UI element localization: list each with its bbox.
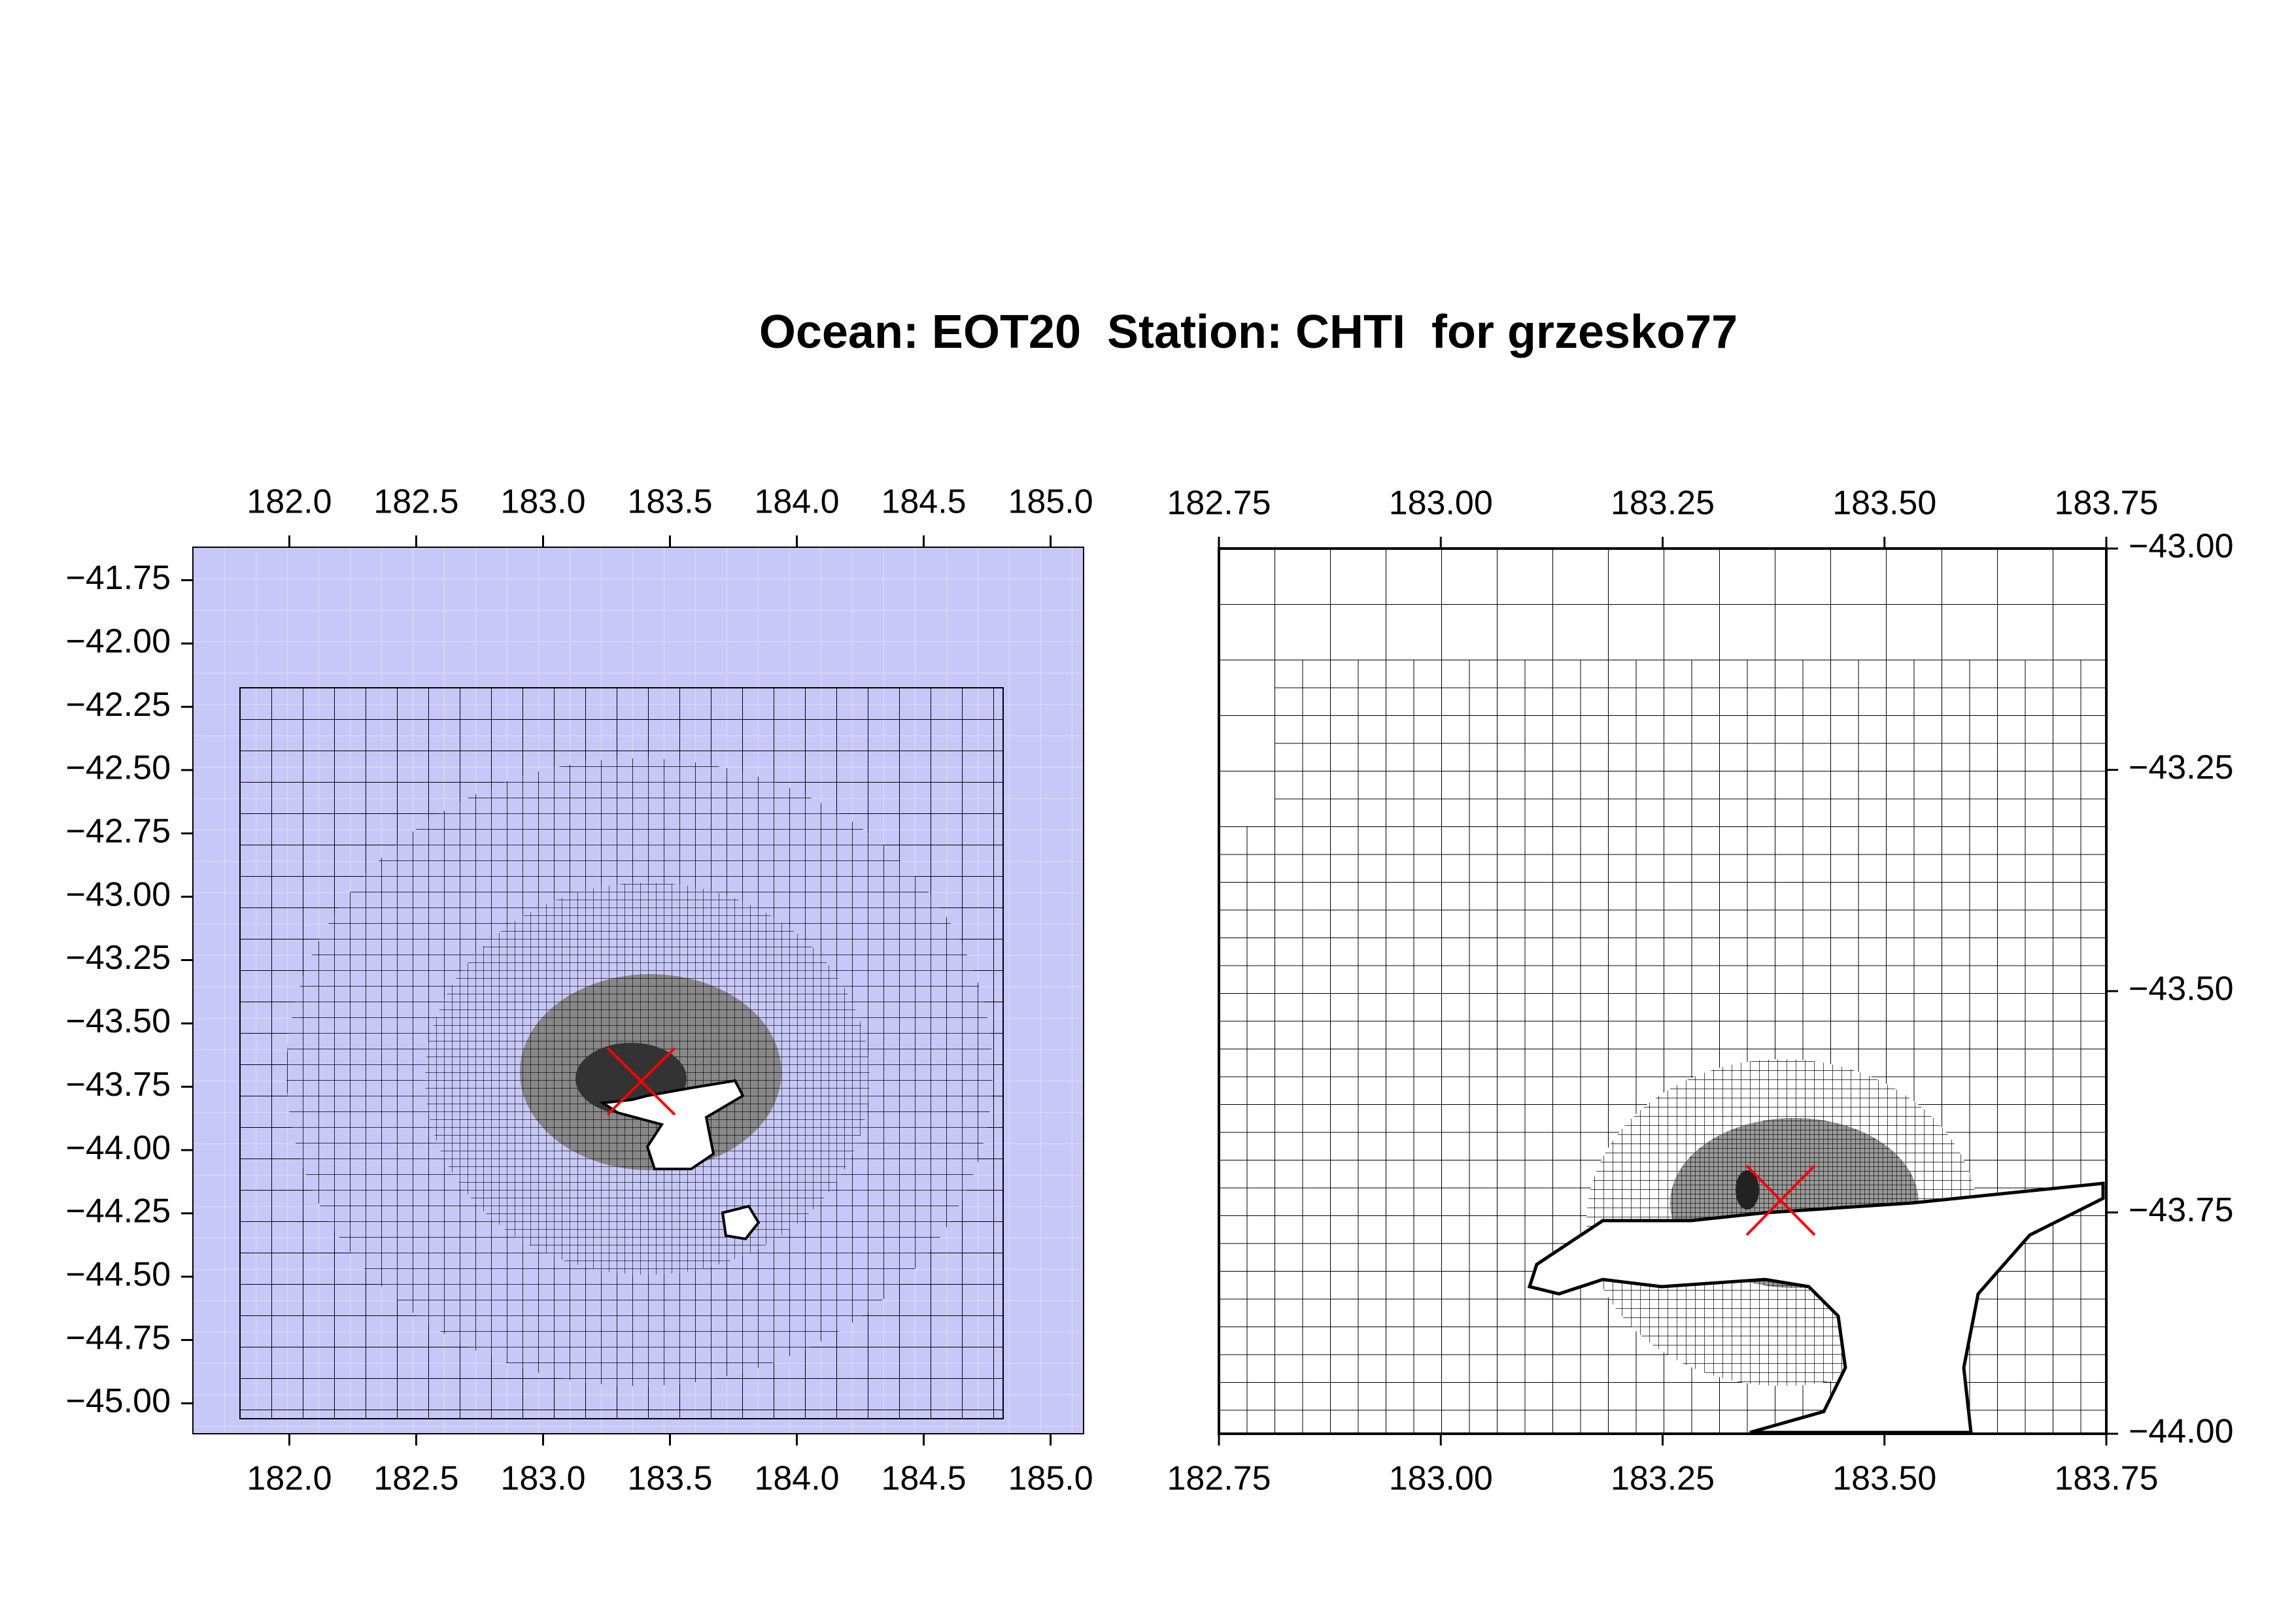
x-tick-label: 182.0 (247, 1460, 332, 1498)
x-tick-label: 183.25 (1611, 484, 1715, 522)
y-tick-label: −42.00 (66, 622, 171, 660)
x-tick-label: 183.75 (2054, 1460, 2158, 1498)
islet (721, 1204, 761, 1241)
x-tick-label: 183.50 (1832, 1460, 1936, 1498)
y-tick-label: −43.00 (2129, 528, 2234, 566)
x-tick-label: 182.75 (1167, 484, 1271, 522)
x-tick-label: 183.5 (627, 483, 712, 521)
coarse-mesh (1219, 660, 1275, 826)
y-tick-label: −43.75 (2129, 1191, 2234, 1229)
y-tick-label: −42.75 (66, 813, 171, 851)
y-tick-label: −45.00 (66, 1382, 171, 1420)
x-tick-label: 183.0 (500, 483, 585, 521)
y-tick-label: −43.75 (66, 1066, 171, 1104)
x-tick-label: 183.75 (2054, 484, 2158, 522)
frame (192, 547, 1084, 1434)
x-tick-label: 184.0 (754, 1460, 839, 1498)
y-tick-label: −42.50 (66, 749, 171, 787)
x-tick-label: 183.5 (627, 1460, 712, 1498)
y-tick-label: −42.25 (66, 686, 171, 724)
y-tick-label: −43.25 (2129, 749, 2234, 787)
x-tick-label: 183.50 (1832, 484, 1936, 522)
y-tick-label: −43.50 (66, 1002, 171, 1040)
x-tick-label: 182.75 (1167, 1460, 1271, 1498)
station-marker (1745, 1164, 1816, 1236)
y-tick-label: −41.75 (66, 559, 171, 597)
y-tick-label: −44.50 (66, 1256, 171, 1294)
y-tick-label: −44.00 (66, 1129, 171, 1167)
y-tick-label: −44.75 (66, 1319, 171, 1357)
x-tick-label: 185.0 (1008, 1460, 1093, 1498)
x-tick-label: 185.0 (1008, 483, 1093, 521)
x-tick-label: 184.0 (754, 483, 839, 521)
coarse-mesh (1219, 549, 2106, 660)
x-tick-label: 183.0 (500, 1460, 585, 1498)
x-tick-label: 183.00 (1389, 484, 1493, 522)
x-tick-label: 182.5 (373, 1460, 458, 1498)
y-tick-label: −44.25 (66, 1193, 171, 1230)
station-marker (606, 1047, 676, 1116)
x-tick-label: 182.0 (247, 483, 332, 521)
island (599, 1079, 745, 1170)
x-tick-label: 183.00 (1389, 1460, 1493, 1498)
x-tick-label: 182.5 (373, 483, 458, 521)
x-tick-label: 183.25 (1611, 1460, 1715, 1498)
map-title: Ocean: EOT20 Station: CHTI for grzesko77 (759, 306, 1738, 358)
y-tick-label: −43.50 (2129, 970, 2234, 1008)
x-tick-label: 184.5 (881, 483, 966, 521)
x-tick-label: 184.5 (881, 1460, 966, 1498)
left-map (192, 547, 1084, 1434)
dark-mesh (1736, 1170, 1759, 1210)
y-tick-label: −44.00 (2129, 1413, 2234, 1451)
y-tick-label: −43.25 (66, 939, 171, 977)
right-map (1218, 547, 2108, 1435)
y-tick-label: −43.00 (66, 875, 171, 913)
